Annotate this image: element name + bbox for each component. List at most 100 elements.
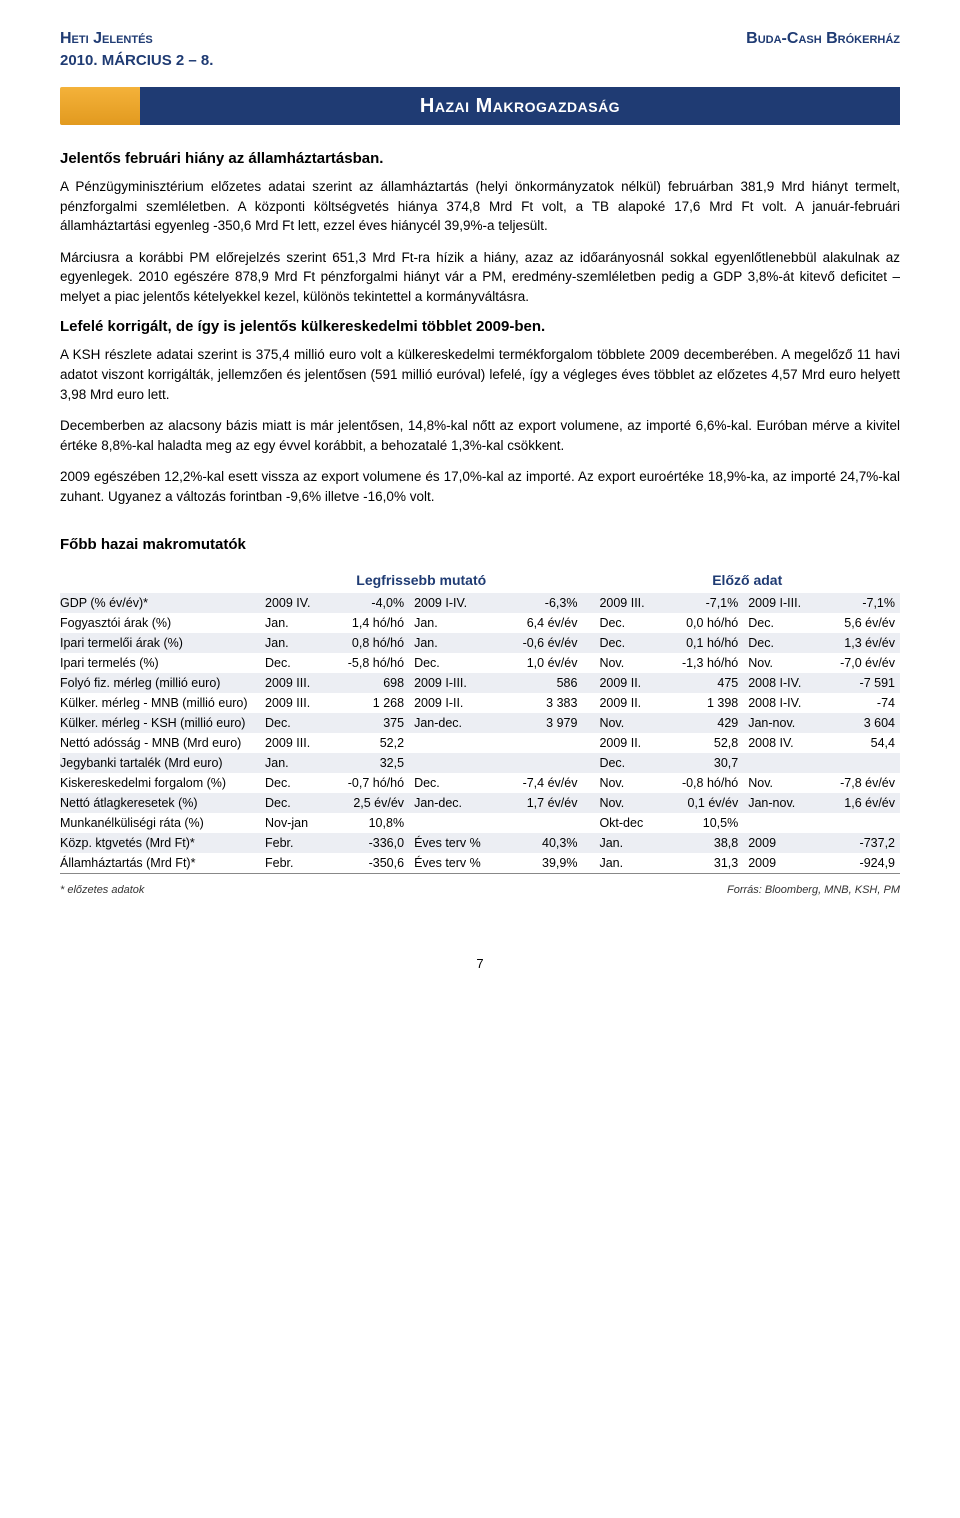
row-cell: 2009 I-III. xyxy=(743,593,820,613)
row-cell xyxy=(503,753,582,773)
row-label: Ipari termelői árak (%) xyxy=(60,633,260,653)
row-cell: 586 xyxy=(503,673,582,693)
page-number: 7 xyxy=(60,956,900,971)
row-label: Munkanélküliségi ráta (%) xyxy=(60,813,260,833)
row-cell: Nov. xyxy=(594,653,662,673)
row-cell: Nov. xyxy=(743,773,820,793)
row-cell: Jan. xyxy=(409,633,503,653)
row-cell xyxy=(820,813,900,833)
row-cell: 2009 IV. xyxy=(260,593,328,613)
row-cell: 1,6 év/év xyxy=(820,793,900,813)
table-row: Folyó fiz. mérleg (millió euro)2009 III.… xyxy=(60,673,900,693)
table-header-1: Legfrissebb mutató xyxy=(260,567,582,593)
row-cell: 2009 III. xyxy=(260,673,328,693)
row-cell: Jan-nov. xyxy=(743,713,820,733)
row-cell xyxy=(743,813,820,833)
table-row: GDP (% év/év)*2009 IV.-4,0%2009 I-IV.-6,… xyxy=(60,593,900,613)
row-cell: 1,4 hó/hó xyxy=(328,613,409,633)
row-cell xyxy=(503,733,582,753)
row-cell: 10,5% xyxy=(662,813,743,833)
row-cell: Okt-dec xyxy=(594,813,662,833)
row-label: Folyó fiz. mérleg (millió euro) xyxy=(60,673,260,693)
row-cell: Dec. xyxy=(409,653,503,673)
row-cell: -7,8 év/év xyxy=(820,773,900,793)
table-row: Fogyasztói árak (%)Jan.1,4 hó/hóJan.6,4 … xyxy=(60,613,900,633)
row-cell: 32,5 xyxy=(328,753,409,773)
row-cell: 2009 III. xyxy=(594,593,662,613)
table-row: Nettó átlagkeresetek (%)Dec.2,5 év/évJan… xyxy=(60,793,900,813)
table-row: Nettó adósság - MNB (Mrd euro)2009 III.5… xyxy=(60,733,900,753)
table-row: Külker. mérleg - KSH (millió euro)Dec.37… xyxy=(60,713,900,733)
row-cell: -7,0 év/év xyxy=(820,653,900,673)
row-cell: 30,7 xyxy=(662,753,743,773)
row-cell: 2009 III. xyxy=(260,693,328,713)
row-cell: 3 979 xyxy=(503,713,582,733)
row-cell: 39,9% xyxy=(503,853,582,874)
row-cell: -74 xyxy=(820,693,900,713)
row-label: Államháztartás (Mrd Ft)* xyxy=(60,853,260,874)
row-cell: 0,1 év/év xyxy=(662,793,743,813)
row-cell: 1 268 xyxy=(328,693,409,713)
row-cell: 1,0 év/év xyxy=(503,653,582,673)
row-cell: Jan. xyxy=(409,613,503,633)
row-cell: 5,6 év/év xyxy=(820,613,900,633)
row-cell: 40,3% xyxy=(503,833,582,853)
table-row: Ipari termelői árak (%)Jan.0,8 hó/hóJan.… xyxy=(60,633,900,653)
row-cell: Jan. xyxy=(594,853,662,874)
row-cell: 2009 xyxy=(743,833,820,853)
row-cell: 475 xyxy=(662,673,743,693)
table-footnote-row: * előzetes adatok Forrás: Bloomberg, MNB… xyxy=(60,884,900,896)
row-cell: Jan. xyxy=(260,633,328,653)
row-cell: 698 xyxy=(328,673,409,693)
row-cell: Nov. xyxy=(594,793,662,813)
table-row: Közp. ktgvetés (Mrd Ft)*Febr.-336,0Éves … xyxy=(60,833,900,853)
row-label: Külker. mérleg - MNB (millió euro) xyxy=(60,693,260,713)
row-cell: 2008 I-IV. xyxy=(743,673,820,693)
row-cell: -1,3 hó/hó xyxy=(662,653,743,673)
row-cell: 2008 I-IV. xyxy=(743,693,820,713)
row-cell: 10,8% xyxy=(328,813,409,833)
table-row: Ipari termelés (%)Dec.-5,8 hó/hóDec.1,0 … xyxy=(60,653,900,673)
row-cell: Jan-nov. xyxy=(743,793,820,813)
row-cell: 1,3 év/év xyxy=(820,633,900,653)
row-cell: -7,1% xyxy=(662,593,743,613)
row-cell: 0,0 hó/hó xyxy=(662,613,743,633)
table-title: Főbb hazai makromutatók xyxy=(60,536,900,553)
para-5: 2009 egészében 12,2%-kal esett vissza az… xyxy=(60,467,900,506)
row-cell xyxy=(409,733,503,753)
row-cell: Éves terv % xyxy=(409,853,503,874)
row-cell: 2009 I-II. xyxy=(409,693,503,713)
row-cell: -7 591 xyxy=(820,673,900,693)
row-cell: 38,8 xyxy=(662,833,743,853)
banner-accent xyxy=(60,87,140,125)
row-cell: 1,7 év/év xyxy=(503,793,582,813)
header-date: 2010. MÁRCIUS 2 – 8. xyxy=(60,52,900,69)
row-cell: Dec. xyxy=(594,613,662,633)
header-row: Heti Jelentés Buda-Cash Brókerház xyxy=(60,30,900,48)
row-label: Nettó átlagkeresetek (%) xyxy=(60,793,260,813)
row-cell: Dec. xyxy=(743,613,820,633)
row-cell: Febr. xyxy=(260,853,328,874)
row-cell: 2009 I-III. xyxy=(409,673,503,693)
row-cell: -7,1% xyxy=(820,593,900,613)
row-label: Közp. ktgvetés (Mrd Ft)* xyxy=(60,833,260,853)
row-cell: Éves terv % xyxy=(409,833,503,853)
row-cell: Jan-dec. xyxy=(409,713,503,733)
row-cell: Dec. xyxy=(743,633,820,653)
row-cell: 3 383 xyxy=(503,693,582,713)
banner-wrap: Hazai Makrogazdaság xyxy=(60,87,900,125)
row-cell: 31,3 xyxy=(662,853,743,874)
row-cell: Dec. xyxy=(260,773,328,793)
row-cell: -5,8 hó/hó xyxy=(328,653,409,673)
row-cell xyxy=(409,813,503,833)
row-cell: 2009 II. xyxy=(594,693,662,713)
row-cell xyxy=(503,813,582,833)
row-cell: Jan-dec. xyxy=(409,793,503,813)
row-cell: 1 398 xyxy=(662,693,743,713)
row-cell: -737,2 xyxy=(820,833,900,853)
table-row: Jegybanki tartalék (Mrd euro)Jan.32,5Dec… xyxy=(60,753,900,773)
row-cell: 2009 II. xyxy=(594,673,662,693)
subhead-2: Lefelé korrigált, de így is jelentős kül… xyxy=(60,318,900,335)
row-cell: Nov. xyxy=(743,653,820,673)
row-cell: -350,6 xyxy=(328,853,409,874)
